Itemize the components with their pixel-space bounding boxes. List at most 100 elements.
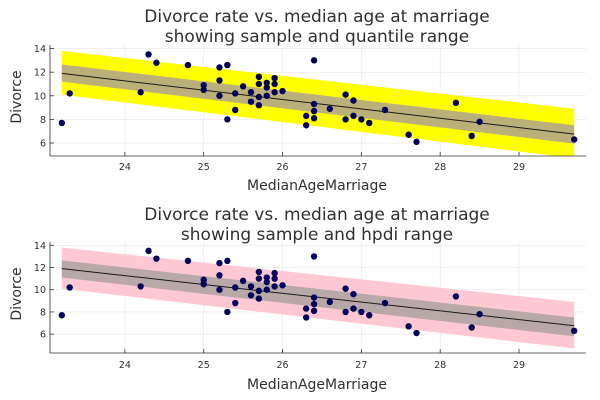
y-tick-label: 14 xyxy=(34,241,46,252)
data-point xyxy=(232,284,239,291)
y-tick-label: 6 xyxy=(40,330,46,341)
data-point xyxy=(342,285,349,292)
data-point xyxy=(184,61,192,69)
y-tick-label: 10 xyxy=(34,91,46,102)
data-point xyxy=(468,324,475,331)
data-point xyxy=(153,255,160,262)
data-point xyxy=(58,119,66,127)
data-point xyxy=(247,292,255,299)
y-tick-label: 8 xyxy=(40,307,46,318)
data-point xyxy=(271,275,278,282)
data-point xyxy=(358,308,365,316)
data-point xyxy=(66,284,73,291)
data-point xyxy=(570,327,578,334)
data-point xyxy=(310,107,318,115)
data-point xyxy=(137,283,144,290)
data-point xyxy=(224,308,231,316)
data-point xyxy=(476,118,483,125)
data-point xyxy=(279,282,286,289)
data-point xyxy=(271,269,278,277)
data-point xyxy=(413,329,420,337)
band-group xyxy=(61,247,575,349)
x-tick-label: 27 xyxy=(355,360,367,371)
data-point xyxy=(247,283,255,290)
x-tick-label: 28 xyxy=(434,162,446,173)
data-point xyxy=(452,293,460,300)
x-tick-label: 25 xyxy=(198,360,210,371)
data-point xyxy=(263,92,270,99)
data-point xyxy=(350,97,357,104)
inner-interval-band xyxy=(61,260,575,337)
data-point xyxy=(405,323,412,330)
data-point xyxy=(381,106,389,114)
x-tick-label: 29 xyxy=(513,360,525,371)
plot-area: 24 25 26 27 28 29 6 8 10 12 14 xyxy=(34,241,586,371)
chart-title-line-2: showing sample and hpdi range xyxy=(181,225,453,245)
regression-line xyxy=(61,72,575,135)
x-tick-label: 24 xyxy=(119,360,131,371)
data-point xyxy=(310,57,318,64)
data-point xyxy=(239,277,247,285)
data-point xyxy=(255,287,263,295)
data-point xyxy=(279,87,286,95)
data-point xyxy=(232,299,239,307)
x-tick-label: 26 xyxy=(276,162,288,173)
data-point xyxy=(184,257,192,265)
data-point xyxy=(247,89,255,96)
data-point xyxy=(366,119,373,127)
data-point xyxy=(302,122,310,129)
data-point xyxy=(302,112,310,120)
data-point xyxy=(200,81,207,89)
y-tick-label: 12 xyxy=(34,68,46,79)
data-point xyxy=(239,83,247,90)
y-axis-label: Divorce xyxy=(9,267,25,320)
data-point xyxy=(216,286,223,293)
data-point xyxy=(145,51,152,58)
data-point xyxy=(200,86,207,94)
data-point xyxy=(200,276,207,283)
data-point xyxy=(255,275,263,282)
x-tick-label: 25 xyxy=(198,162,210,173)
data-point xyxy=(137,89,144,96)
chart-title-line-2: showing sample and quantile range xyxy=(165,27,469,47)
chart-title-line-1: Divorce rate vs. median age at marriage xyxy=(144,205,490,225)
data-point xyxy=(263,278,270,286)
data-point xyxy=(271,74,278,82)
data-point xyxy=(232,90,239,97)
data-point xyxy=(271,89,278,96)
x-axis-label: MedianAgeMarriage xyxy=(247,178,387,194)
data-point xyxy=(342,91,349,98)
data-point xyxy=(224,257,231,265)
data-point xyxy=(570,136,578,143)
data-point xyxy=(405,131,412,138)
regression-line xyxy=(61,268,575,327)
data-point xyxy=(468,132,475,140)
y-tick-label: 14 xyxy=(34,44,46,55)
data-point xyxy=(255,268,263,276)
data-point xyxy=(302,314,310,321)
y-tick-label: 8 xyxy=(40,115,46,126)
data-point xyxy=(145,247,152,255)
data-point xyxy=(302,305,310,312)
data-point xyxy=(216,92,223,99)
y-tick-label: 12 xyxy=(34,263,46,274)
data-point xyxy=(263,84,270,91)
plot-area: 24 25 26 27 28 29 6 8 10 12 14 xyxy=(34,44,586,173)
data-point xyxy=(366,312,373,319)
data-point xyxy=(452,99,460,107)
data-point xyxy=(310,100,318,108)
data-point xyxy=(216,77,223,84)
data-point xyxy=(271,283,278,290)
data-point xyxy=(247,98,255,105)
y-tick-label: 10 xyxy=(34,285,46,296)
data-point xyxy=(310,300,318,308)
data-point xyxy=(271,80,278,88)
chart-panel-quantile: Divorce rate vs. median age at marriage … xyxy=(9,7,586,194)
chart-panel-hpdi: Divorce rate vs. median age at marriage … xyxy=(9,205,586,393)
data-point xyxy=(310,307,318,315)
data-point xyxy=(310,253,318,260)
data-point xyxy=(263,286,270,293)
band-group xyxy=(61,50,575,156)
data-point xyxy=(381,299,389,307)
